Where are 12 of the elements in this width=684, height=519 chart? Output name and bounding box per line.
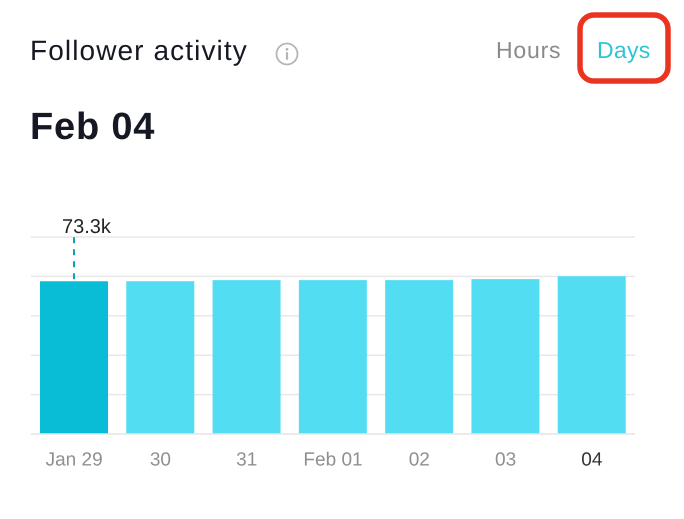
data-label: 73.3k <box>62 216 112 238</box>
x-tick-label: 02 <box>408 449 430 470</box>
text: Days <box>597 36 651 64</box>
x-tick-label: Feb 01 <box>303 449 363 470</box>
x-tick-label: 03 <box>495 449 516 470</box>
x-tick-label: 04 <box>581 449 603 470</box>
x-tick-label: 31 <box>236 449 258 470</box>
text: Hours <box>496 36 562 64</box>
x-tick-label: Jan 29 <box>46 449 103 470</box>
chart-title: Follower activity <box>30 35 248 67</box>
chart-subtitle: Feb 04 <box>30 105 156 149</box>
x-tick-label: 30 <box>150 449 171 470</box>
